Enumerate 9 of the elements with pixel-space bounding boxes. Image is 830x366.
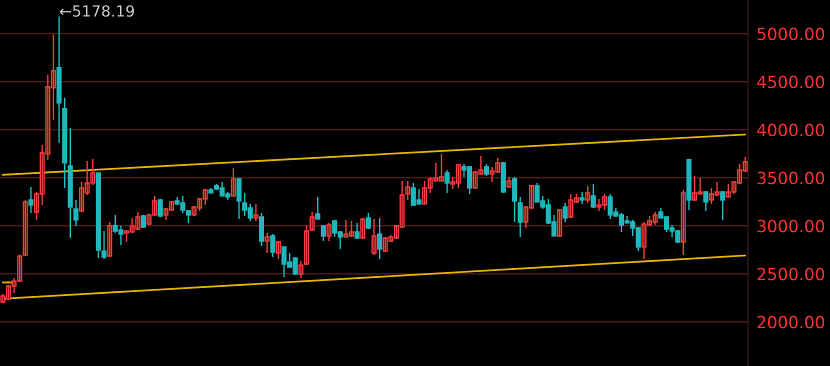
y-tick-label: 3000.00: [758, 220, 824, 232]
candlestick: [140, 214, 146, 229]
y-tick-label: 4500.00: [757, 76, 824, 88]
y-tick-label: 2500.00: [758, 268, 824, 280]
y-tick-label: 5000.00: [758, 28, 824, 40]
y-tick-label: 2000.00: [758, 316, 824, 328]
y-tick-label: 3500.00: [758, 172, 824, 184]
y-tick-label: 4000.00: [757, 124, 824, 136]
annotation: ←5178.19: [60, 5, 134, 17]
